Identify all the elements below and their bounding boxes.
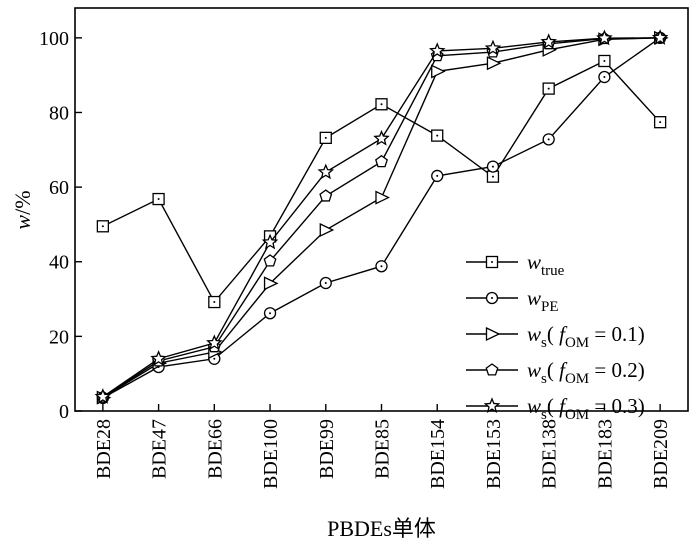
legend-marker [483,397,501,414]
x-tick-label: BDE183 [594,419,616,489]
data-point [431,129,444,142]
data-point [319,276,332,290]
y-tick-label: 60 [49,177,69,199]
data-point [431,64,446,79]
data-point [486,170,500,183]
x-tick-label: BDE85 [372,419,394,479]
data-point [263,276,279,291]
data-point [598,54,611,68]
legend-marker [485,363,499,376]
series-layer [94,29,669,405]
y-tick-label: 40 [49,252,69,274]
data-point [319,189,333,202]
data-point [375,190,391,205]
data-point [319,222,335,238]
data-point [542,133,555,146]
data-point [96,220,110,233]
y-tick-label: 80 [49,102,69,124]
y-tick-label: 20 [49,326,69,348]
legend-marker [485,255,499,269]
legend-entry: wPE [466,286,559,315]
series-star [94,29,669,404]
x-tick-label: BDE154 [427,419,449,489]
x-tick-label: BDE47 [149,419,171,479]
axes: 0 20 40 60 80 100 BDE28 BDE47 BDE66 BDE100 BDE99 BD… [39,7,689,489]
legend: wtrue wPE ws( fOM = 0.1) ws( fOM = 0.2) ws( … [466,250,645,423]
data-point [263,307,277,320]
data-point [542,82,555,95]
y-tick-label: 100 [39,28,69,50]
data-point [486,56,502,71]
x-tick-label: BDE209 [650,419,672,489]
data-point [486,160,500,173]
data-point [653,116,667,129]
data-point [375,154,388,168]
legend-label: ws( fOM = 0.1) [527,322,645,351]
x-tick-label: BDE138 [539,419,561,489]
plot-frame [74,7,689,412]
data-point [540,33,557,49]
data-point [206,334,223,351]
data-point [375,260,388,273]
data-point [373,129,390,146]
legend-marker [485,291,499,305]
legend-entry: ws( fOM = 0.1) [466,322,645,351]
legend-entry: ws( fOM = 0.3) [466,394,645,423]
legend-marker [485,326,501,342]
data-point [317,163,335,180]
data-point [428,42,446,58]
x-tick-label: BDE99 [316,419,338,479]
legend-label: ws( fOM = 0.2) [527,358,645,387]
legend-label: wtrue [527,250,565,279]
y-axis-label: w/% [10,190,35,229]
data-point [319,131,332,145]
data-point [596,29,613,46]
y-tick-label: 0 [59,401,69,423]
legend-label: ws( fOM = 0.3) [527,394,645,423]
x-tick-label: BDE28 [93,419,115,479]
legend-entry: wtrue [466,250,565,279]
x-tick-label: BDE100 [260,419,282,489]
data-point [150,350,167,366]
data-point [94,388,112,404]
data-point [651,29,669,45]
legend-entry: ws( fOM = 0.2) [466,358,645,387]
data-point [375,98,388,111]
x-axis-label: PBDEs单体 [327,516,436,541]
data-point [261,233,279,250]
data-point [208,295,221,309]
data-point [484,39,502,56]
x-tick-label: BDE153 [483,419,505,489]
legend-label: wPE [527,286,559,315]
data-point [598,70,611,84]
data-point [263,254,277,267]
data-point [431,169,444,183]
x-tick-label: BDE66 [204,419,226,479]
data-point [152,192,165,206]
